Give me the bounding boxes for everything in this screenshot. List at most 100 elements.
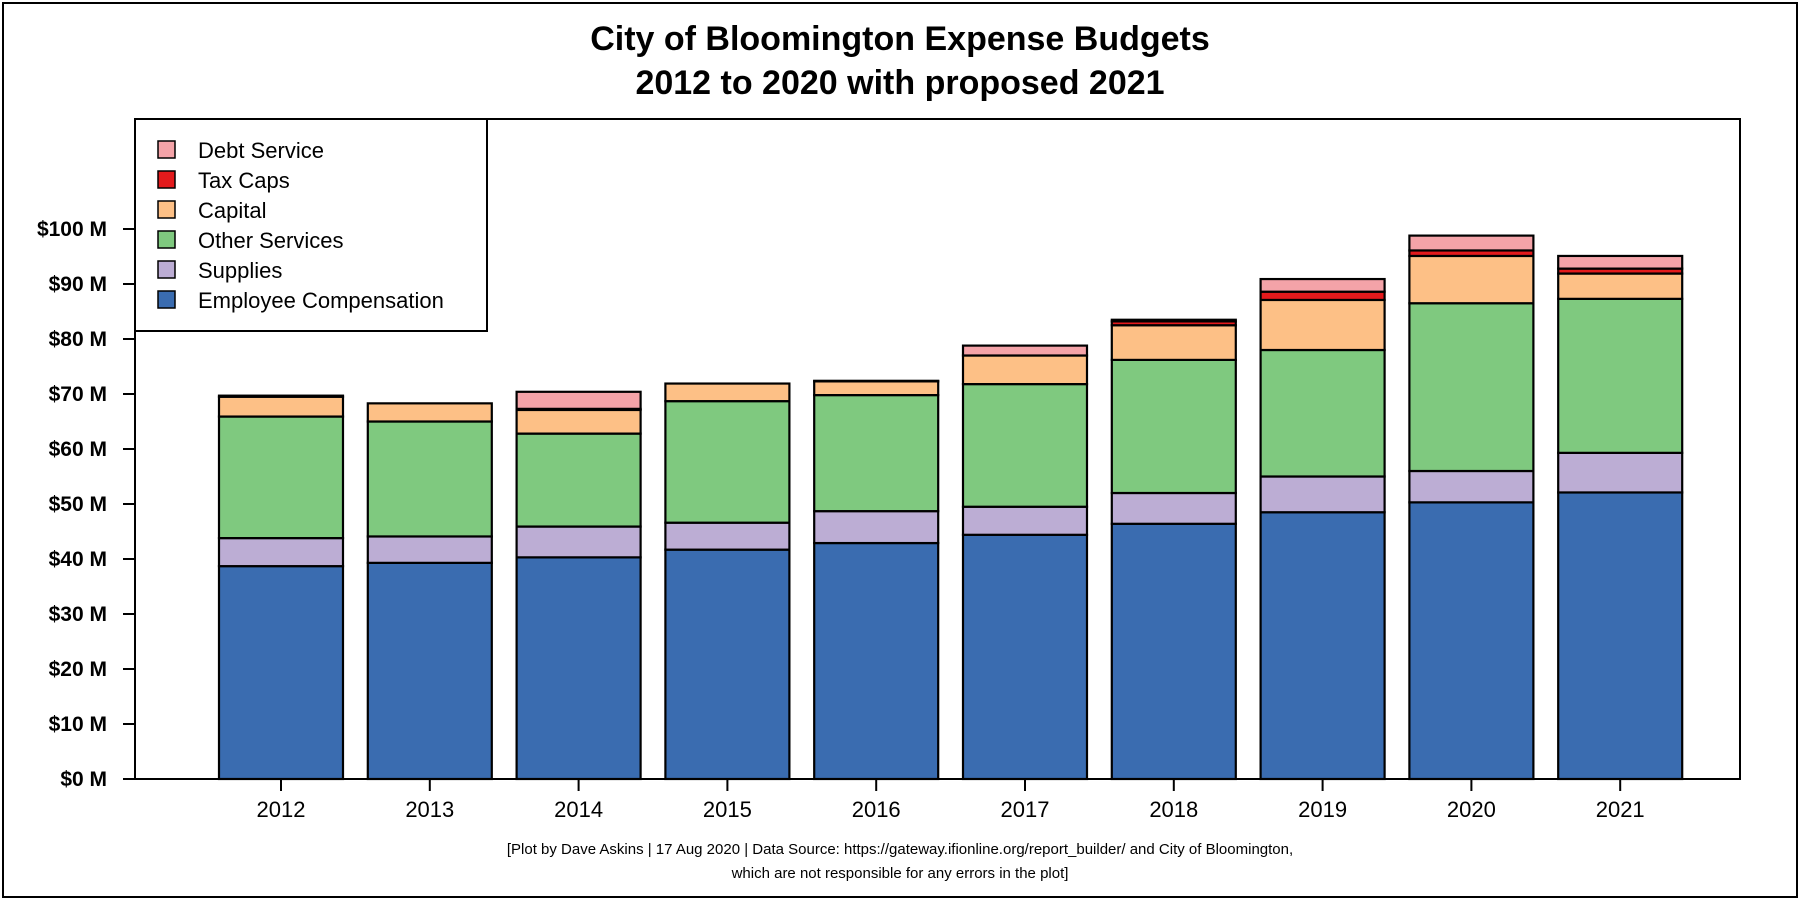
bar-segment-tax-caps xyxy=(1259,290,1386,302)
bar-segment-employee-compensation xyxy=(961,533,1089,781)
x-tick-label: 2020 xyxy=(1447,797,1496,822)
legend-swatch xyxy=(157,200,176,219)
bar-segment-capital xyxy=(1408,254,1535,305)
bar-segment-other-services xyxy=(1408,302,1535,473)
bar-stack-2012 xyxy=(217,394,345,781)
bar-segment-supplies xyxy=(813,510,940,545)
bars xyxy=(217,234,1684,781)
bar-segment-other-services xyxy=(961,383,1089,508)
bar-segment-capital xyxy=(1557,272,1684,300)
x-tick-label: 2015 xyxy=(703,797,752,822)
source-caption-line-1: [Plot by Dave Askins | 17 Aug 2020 | Dat… xyxy=(506,841,1294,858)
bar-segment-supplies xyxy=(1557,451,1684,494)
bar-segment-other-services xyxy=(813,394,940,513)
legend-label: Employee Compensation xyxy=(198,288,444,313)
bar-segment-capital xyxy=(366,402,493,423)
chart-subtitle: 2012 to 2020 with proposed 2021 xyxy=(635,64,1165,102)
x-tick-label: 2019 xyxy=(1298,797,1347,822)
bar-stack-2021 xyxy=(1557,254,1684,781)
y-tick-label: $50 M xyxy=(49,493,107,516)
bar-segment-supplies xyxy=(515,525,642,559)
y-tick-label: $80 M xyxy=(49,328,107,351)
bar-segment-employee-compensation xyxy=(1259,511,1386,781)
legend: Debt Service Tax Caps Capital Other Service… xyxy=(134,118,488,332)
x-axis: 2012 2013 2014 2015 2016 2017 2018 2019 2020 2021 xyxy=(257,779,1645,822)
legend-label: Supplies xyxy=(198,258,282,283)
x-tick-label: 2018 xyxy=(1149,797,1198,822)
bar-segment-other-services xyxy=(366,420,493,538)
bar-stack-2017 xyxy=(961,344,1089,781)
bar-segment-capital xyxy=(1110,324,1237,362)
x-tick-label: 2012 xyxy=(257,797,306,822)
legend-swatch xyxy=(157,230,176,249)
bar-segment-tax-caps xyxy=(813,379,940,383)
bar-segment-debt-service xyxy=(1557,254,1684,270)
bar-segment-capital xyxy=(664,382,791,403)
bar-segment-employee-compensation xyxy=(1408,501,1535,781)
y-tick-label: $100 M xyxy=(37,218,107,241)
legend-swatch xyxy=(157,290,176,309)
bar-segment-supplies xyxy=(1408,469,1535,504)
y-tick-label: $10 M xyxy=(49,713,107,736)
y-axis: $0 M $10 M $20 M $30 M $40 M $50 M $60 M $70 M $… xyxy=(37,218,135,791)
x-tick-label: 2013 xyxy=(405,797,454,822)
bar-segment-capital xyxy=(813,380,940,397)
bar-segment-other-services xyxy=(1110,358,1237,495)
bar-stack-2019 xyxy=(1259,277,1386,781)
bar-segment-employee-compensation xyxy=(1557,491,1684,781)
bar-segment-capital xyxy=(961,354,1089,386)
y-tick-label: $30 M xyxy=(49,603,107,626)
bar-segment-other-services xyxy=(1557,297,1684,454)
legend-swatch xyxy=(157,140,176,159)
bar-segment-debt-service xyxy=(1110,318,1237,323)
bar-stack-2018 xyxy=(1110,318,1237,781)
x-tick-label: 2017 xyxy=(1001,797,1050,822)
legend-label: Tax Caps xyxy=(198,168,290,193)
bar-segment-other-services xyxy=(515,432,642,528)
bar-segment-employee-compensation xyxy=(813,541,940,781)
bar-segment-capital xyxy=(515,408,642,435)
bar-segment-debt-service xyxy=(1259,277,1386,293)
bar-stack-2013 xyxy=(366,402,493,781)
bar-segment-debt-service xyxy=(1408,234,1535,252)
y-tick-label: $90 M xyxy=(49,273,107,296)
legend-swatch xyxy=(157,170,176,189)
legend-swatch xyxy=(157,260,176,279)
bar-segment-employee-compensation xyxy=(515,556,642,781)
y-tick-label: $20 M xyxy=(49,658,107,681)
y-tick-label: $40 M xyxy=(49,548,107,571)
bar-stack-2016 xyxy=(813,379,940,781)
bar-segment-supplies xyxy=(1110,491,1237,525)
bar-segment-employee-compensation xyxy=(1110,522,1237,781)
y-tick-label: $60 M xyxy=(49,438,107,461)
bar-segment-employee-compensation xyxy=(366,561,493,781)
bar-segment-capital xyxy=(1259,298,1386,352)
legend-label: Capital xyxy=(198,198,266,223)
x-tick-label: 2014 xyxy=(554,797,603,822)
bar-segment-debt-service xyxy=(515,390,642,410)
bar-segment-supplies xyxy=(366,535,493,564)
bar-segment-employee-compensation xyxy=(664,548,791,781)
legend-label: Other Services xyxy=(198,228,344,253)
bar-segment-employee-compensation xyxy=(217,565,345,781)
bar-segment-other-services xyxy=(1259,348,1386,478)
bar-segment-supplies xyxy=(961,505,1089,536)
x-tick-label: 2016 xyxy=(852,797,901,822)
bar-segment-capital xyxy=(217,395,345,418)
bar-segment-supplies xyxy=(664,521,791,551)
chart-title: City of Bloomington Expense Budgets xyxy=(590,20,1210,58)
bar-segment-supplies xyxy=(217,536,345,568)
bar-segment-supplies xyxy=(1259,475,1386,514)
source-caption-line-2: which are not responsible for any errors… xyxy=(731,865,1069,882)
bar-segment-other-services xyxy=(217,415,345,540)
bar-stack-2015 xyxy=(664,382,791,781)
legend-box xyxy=(134,118,488,332)
bar-segment-other-services xyxy=(664,400,791,524)
y-tick-label: $70 M xyxy=(49,383,107,406)
y-tick-label: $0 M xyxy=(60,768,107,791)
bar-stack-2014 xyxy=(515,390,642,781)
bar-segment-debt-service xyxy=(961,344,1089,357)
bar-stack-2020 xyxy=(1408,234,1535,781)
bar-segment-tax-caps xyxy=(217,394,345,398)
